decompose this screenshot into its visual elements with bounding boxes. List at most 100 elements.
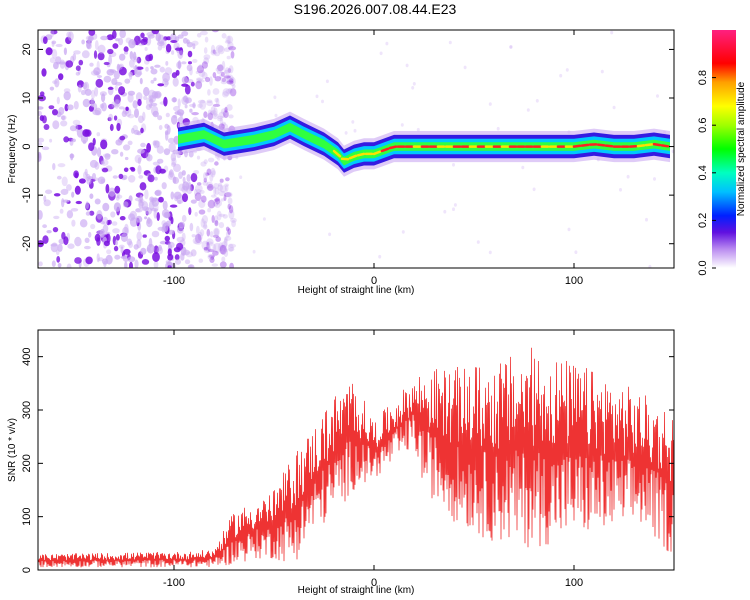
noise-point bbox=[274, 113, 278, 118]
noise-point bbox=[203, 177, 207, 183]
noise-point bbox=[162, 72, 171, 83]
noise-point bbox=[220, 71, 225, 77]
noise-point bbox=[202, 224, 208, 230]
noise-point bbox=[218, 111, 226, 119]
noise-point bbox=[82, 82, 88, 90]
noise-point bbox=[224, 192, 232, 198]
noise-point bbox=[192, 58, 198, 63]
noise-point bbox=[164, 235, 170, 242]
noise-point bbox=[41, 115, 47, 124]
noise-point bbox=[94, 233, 101, 242]
noise-point bbox=[57, 263, 62, 268]
noise-point bbox=[476, 240, 480, 244]
noise-point bbox=[214, 187, 220, 195]
noise-point bbox=[116, 122, 121, 132]
noise-point bbox=[217, 117, 223, 122]
noise-point bbox=[94, 87, 99, 97]
noise-point bbox=[198, 64, 203, 71]
noise-point bbox=[195, 80, 203, 90]
noise-point bbox=[210, 44, 216, 54]
noise-point bbox=[227, 197, 233, 205]
noise-point bbox=[56, 175, 62, 180]
noise-point bbox=[188, 61, 192, 65]
noise-point bbox=[165, 43, 172, 53]
noise-point bbox=[184, 259, 191, 265]
noise-point bbox=[46, 230, 52, 234]
noise-point bbox=[135, 66, 144, 70]
noise-point bbox=[509, 45, 513, 49]
noise-point bbox=[64, 103, 69, 112]
noise-point bbox=[196, 225, 200, 235]
noise-point bbox=[38, 152, 42, 162]
noise-point bbox=[218, 200, 222, 206]
noise-point bbox=[115, 99, 121, 107]
noise-point bbox=[89, 210, 95, 216]
noise-point bbox=[217, 64, 222, 69]
noise-point bbox=[220, 80, 228, 85]
noise-point bbox=[86, 39, 91, 49]
noise-point bbox=[222, 214, 228, 219]
noise-point bbox=[164, 81, 169, 86]
noise-point bbox=[93, 50, 98, 59]
noise-point bbox=[146, 217, 151, 224]
ridge-core-segment bbox=[340, 157, 350, 161]
noise-point bbox=[198, 209, 206, 215]
noise-point bbox=[75, 200, 83, 205]
noise-point bbox=[67, 104, 74, 111]
noise-point bbox=[146, 32, 155, 37]
noise-point bbox=[212, 49, 216, 55]
noise-point bbox=[158, 196, 164, 203]
noise-point bbox=[222, 88, 231, 97]
noise-point bbox=[405, 63, 409, 68]
x-tick-label: 100 bbox=[565, 577, 583, 589]
noise-point bbox=[127, 140, 133, 146]
noise-point bbox=[114, 185, 121, 194]
noise-point bbox=[151, 30, 160, 35]
noise-point bbox=[210, 194, 217, 198]
noise-point bbox=[52, 163, 56, 171]
noise-point bbox=[181, 83, 189, 87]
noise-point bbox=[68, 31, 74, 42]
noise-point bbox=[223, 110, 229, 118]
ridge-core-segment bbox=[348, 154, 358, 160]
noise-point bbox=[84, 237, 90, 243]
noise-point bbox=[80, 89, 86, 96]
noise-point bbox=[81, 50, 90, 59]
noise-point bbox=[217, 45, 225, 55]
noise-point bbox=[82, 129, 90, 137]
noise-point bbox=[226, 55, 231, 60]
noise-point bbox=[52, 120, 60, 130]
noise-point bbox=[211, 170, 216, 176]
noise-point bbox=[117, 64, 123, 70]
noise-point bbox=[146, 243, 155, 254]
ridge-core-segment bbox=[388, 145, 398, 150]
noise-point bbox=[207, 199, 216, 209]
noise-point bbox=[127, 93, 134, 103]
noise-point bbox=[214, 161, 219, 166]
noise-point bbox=[113, 202, 121, 212]
noise-point bbox=[509, 45, 513, 49]
noise-point bbox=[196, 78, 202, 84]
noise-point bbox=[152, 252, 160, 262]
noise-point bbox=[169, 204, 178, 208]
noise-point bbox=[199, 99, 207, 110]
noise-point bbox=[42, 224, 47, 229]
noise-point bbox=[63, 136, 70, 143]
noise-point bbox=[124, 78, 131, 84]
noise-point bbox=[152, 110, 159, 118]
noise-point bbox=[45, 189, 53, 195]
noise-point bbox=[443, 209, 447, 214]
noise-point bbox=[105, 254, 113, 265]
noise-point bbox=[74, 123, 79, 132]
noise-point bbox=[128, 39, 136, 49]
noise-point bbox=[96, 210, 103, 220]
noise-point bbox=[71, 191, 75, 198]
noise-point bbox=[163, 148, 171, 156]
ridge-core-segment bbox=[604, 144, 614, 148]
noise-point bbox=[103, 75, 112, 83]
noise-point bbox=[201, 61, 208, 69]
noise-point bbox=[162, 200, 168, 210]
noise-point bbox=[111, 101, 117, 108]
